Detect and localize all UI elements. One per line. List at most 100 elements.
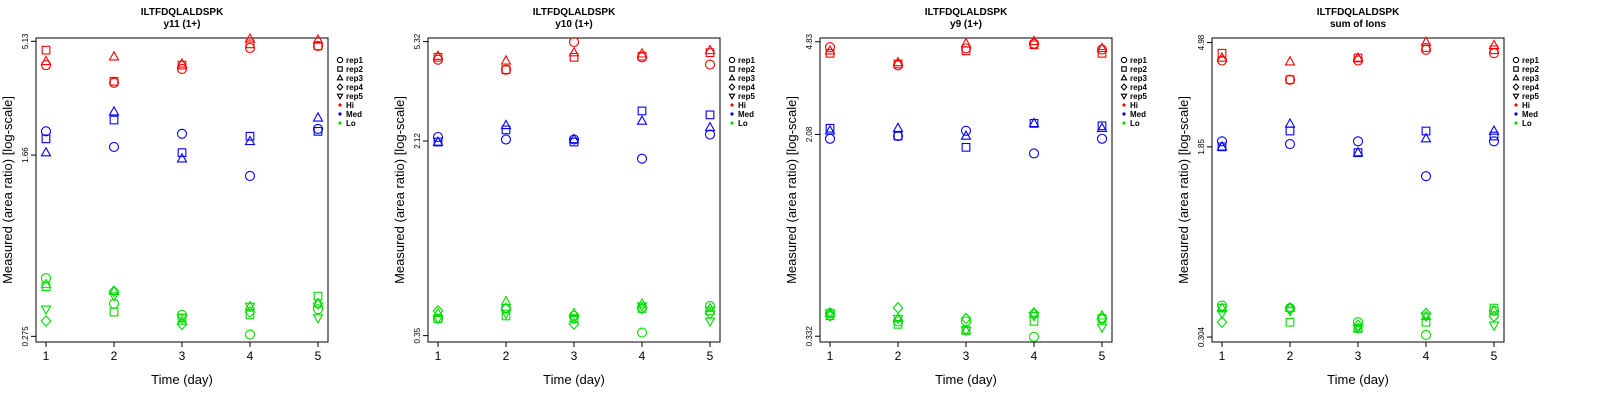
data-point-lo-rep5 <box>1420 312 1432 323</box>
data-point-med-rep2 <box>893 131 903 141</box>
data-point-hi-rep3 <box>500 54 512 65</box>
x-tick-label: 4 <box>1031 349 1038 363</box>
legend-label-med: Med <box>738 110 754 119</box>
data-point-hi-rep3 <box>40 55 52 66</box>
legend-marker-rep3 <box>1512 74 1520 81</box>
legend-label-hi: Hi <box>346 101 354 110</box>
data-point-lo-rep4 <box>1028 307 1040 320</box>
legend-dot-med <box>1514 112 1518 116</box>
data-point-lo-rep3 <box>1488 304 1500 315</box>
data-point-lo-rep1 <box>1352 317 1364 328</box>
data-point-hi-rep3 <box>1352 51 1364 62</box>
data-point-med-rep1 <box>40 126 52 137</box>
legend-label-rep3: rep3 <box>346 74 363 83</box>
legend-marker-rep4 <box>1120 83 1128 91</box>
data-point-hi-rep3 <box>1420 36 1432 46</box>
data-point-hi-rep1 <box>960 43 972 54</box>
data-point-lo-rep3 <box>892 312 904 323</box>
data-point-lo-rep5 <box>1028 312 1040 322</box>
data-point-hi-rep2 <box>313 41 323 51</box>
data-point-med-rep3 <box>1352 146 1364 157</box>
legend-marker-rep1 <box>1120 56 1128 64</box>
y-tick-label: 5.32 <box>413 33 422 49</box>
data-point-med-rep2 <box>177 148 187 158</box>
data-point-lo-rep5 <box>1096 323 1108 334</box>
data-point-med-rep2 <box>41 134 51 144</box>
data-point-lo-rep2 <box>893 319 903 329</box>
data-point-med-rep3 <box>432 135 444 146</box>
data-point-hi-rep3 <box>892 56 904 67</box>
data-point-lo-rep3 <box>244 300 256 311</box>
data-point-lo-rep3 <box>1096 309 1108 320</box>
data-point-med-rep3 <box>108 105 120 116</box>
legend-label-rep3: rep3 <box>1522 74 1539 83</box>
legend-label-lo: Lo <box>738 119 748 128</box>
legend-marker-rep3 <box>336 74 344 81</box>
data-point-med-rep3 <box>176 152 188 163</box>
x-tick-label: 4 <box>247 349 254 363</box>
data-point-lo-rep5 <box>500 309 512 320</box>
legend-label-rep5: rep5 <box>1130 92 1147 101</box>
data-point-hi-rep3 <box>312 33 324 44</box>
x-tick-label: 2 <box>503 349 510 363</box>
legend-label-lo: Lo <box>1130 119 1140 128</box>
legend-dot-lo <box>1514 121 1518 125</box>
data-point-lo-rep5 <box>824 309 836 320</box>
y-tick-label: 1.66 <box>21 147 30 163</box>
legend-label-rep3: rep3 <box>738 74 755 83</box>
data-point-lo-rep4 <box>824 309 836 322</box>
data-point-hi-rep1 <box>500 64 512 75</box>
legend-dot-lo <box>730 121 734 125</box>
data-point-hi-rep2 <box>1421 43 1431 52</box>
legend-label-med: Med <box>346 110 362 119</box>
data-point-lo-rep3 <box>824 306 836 317</box>
legend-label-rep1: rep1 <box>1130 56 1147 65</box>
data-point-lo-rep2 <box>109 307 119 317</box>
data-point-lo-rep5 <box>636 302 648 313</box>
data-point-med-rep3 <box>1488 124 1500 135</box>
data-point-med-rep3 <box>892 122 904 132</box>
data-point-lo-rep1 <box>1420 329 1432 341</box>
x-tick-label: 5 <box>707 349 714 363</box>
legend-marker-rep5 <box>336 93 344 100</box>
data-point-lo-rep1 <box>312 304 324 315</box>
plot-frame <box>819 37 1113 343</box>
legend-label-hi: Hi <box>1522 101 1530 110</box>
x-tick-label: 4 <box>1423 349 1430 363</box>
data-point-med-rep1 <box>1096 133 1108 144</box>
x-tick-label: 1 <box>43 349 50 363</box>
x-tick-label: 5 <box>1099 349 1106 363</box>
data-point-med-rep2 <box>1097 121 1107 131</box>
data-point-med-rep1 <box>108 141 120 152</box>
data-point-med-rep2 <box>245 131 255 141</box>
data-point-med-rep2 <box>1421 126 1431 136</box>
legend-dot-lo <box>338 121 342 125</box>
legend-marker-rep4 <box>336 83 344 91</box>
legend-marker-rep1 <box>336 56 344 64</box>
data-point-med-rep2 <box>961 142 971 152</box>
data-point-lo-rep5 <box>960 326 972 337</box>
x-tick-label: 2 <box>111 349 118 363</box>
data-point-med-rep3 <box>824 124 836 135</box>
legend-label-rep4: rep4 <box>1130 83 1147 92</box>
chart-title: ILTFDQLALDSPK <box>925 7 1008 18</box>
data-point-hi-rep3 <box>704 44 716 55</box>
data-point-hi-rep3 <box>824 44 836 55</box>
chart-title: ILTFDQLALDSPK <box>141 7 224 18</box>
data-point-hi-rep2 <box>961 46 971 56</box>
data-point-med-rep3 <box>1096 122 1108 132</box>
data-point-lo-rep4 <box>1352 319 1364 332</box>
data-point-hi-rep3 <box>244 32 256 43</box>
y-tick-label: 2.12 <box>413 133 422 149</box>
data-point-lo-rep4 <box>1284 302 1296 315</box>
y-tick-label: 0.35 <box>413 327 422 343</box>
data-point-hi-rep2 <box>109 76 119 86</box>
chart-subtitle: y9 (1+) <box>950 19 982 30</box>
legend-label-rep4: rep4 <box>738 83 755 92</box>
data-point-med-rep3 <box>960 129 972 140</box>
data-point-med-rep3 <box>312 111 324 122</box>
y-tick-label: 5.13 <box>21 33 30 49</box>
x-tick-label: 3 <box>963 349 970 363</box>
x-tick-label: 1 <box>1219 349 1226 363</box>
